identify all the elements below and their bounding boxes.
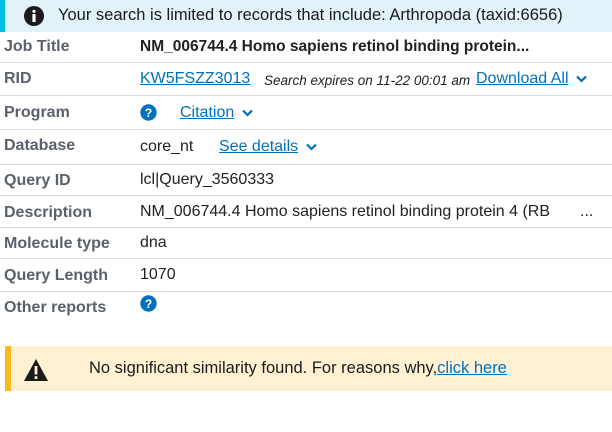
- svg-text:?: ?: [145, 297, 152, 311]
- click-here-link[interactable]: click here: [437, 359, 507, 377]
- other-reports-label: Other reports: [4, 299, 107, 316]
- description-ellipsis: ...: [580, 203, 594, 220]
- row-query-length: Query Length 1070: [0, 259, 612, 292]
- job-title-label: Job Title: [4, 38, 70, 55]
- query-length-value: 1070: [140, 266, 176, 283]
- info-icon: [23, 5, 45, 27]
- row-other-reports: Other reports ?: [0, 292, 612, 322]
- download-all-label[interactable]: Download All: [476, 70, 569, 87]
- info-banner: Your search is limited to records that i…: [0, 0, 612, 32]
- help-icon[interactable]: ?: [140, 104, 157, 121]
- molecule-type-value: dna: [140, 234, 167, 251]
- warning-text: No significant similarity found. For rea…: [89, 359, 438, 377]
- rid-link[interactable]: KW5FSZZ3013: [140, 70, 251, 87]
- row-rid: RID KW5FSZZ3013 Search expires on 11-22 …: [0, 63, 612, 96]
- help-icon[interactable]: ?: [140, 295, 157, 312]
- row-description: Description NM_006744.4 Homo sapiens ret…: [0, 196, 612, 228]
- see-details-label[interactable]: See details: [219, 138, 299, 155]
- program-label: Program: [4, 104, 70, 121]
- query-id-value: lcl|Query_3560333: [140, 171, 275, 188]
- query-length-label: Query Length: [4, 267, 109, 284]
- row-molecule-type: Molecule type dna: [0, 228, 612, 259]
- query-id-label: Query ID: [4, 172, 71, 189]
- warning-icon: [23, 358, 49, 382]
- description-label: Description: [4, 204, 93, 221]
- see-details-dropdown[interactable]: See details: [219, 138, 317, 156]
- citation-dropdown[interactable]: Citation: [180, 104, 253, 122]
- rid-label: RID: [4, 70, 32, 87]
- row-database: Database core_nt See details: [0, 130, 612, 165]
- search-expires-text: Search expires on 11-22 00:01 am: [264, 73, 471, 88]
- chevron-down-icon[interactable]: [241, 109, 253, 117]
- warning-text-container: No significant similarity found. For rea…: [89, 359, 507, 378]
- database-label: Database: [4, 137, 76, 154]
- svg-text:?: ?: [145, 106, 152, 120]
- description-value: NM_006744.4 Homo sapiens retinol binding…: [140, 203, 551, 220]
- warning-banner: No significant similarity found. For rea…: [5, 346, 612, 391]
- database-value: core_nt: [140, 138, 194, 155]
- banner-text: Your search is limited to records that i…: [58, 6, 563, 24]
- download-all-button[interactable]: Download All: [476, 70, 587, 88]
- row-query-id: Query ID lcl|Query_3560333: [0, 165, 612, 196]
- row-program: Program ? Citation: [0, 96, 612, 130]
- molecule-type-label: Molecule type: [4, 235, 110, 252]
- chevron-down-icon[interactable]: [576, 75, 587, 83]
- chevron-down-icon[interactable]: [305, 143, 317, 151]
- row-job-title: Job Title NM_006744.4 Homo sapiens retin…: [0, 32, 612, 63]
- job-title-value: NM_006744.4 Homo sapiens retinol binding…: [140, 38, 530, 55]
- citation-label[interactable]: Citation: [180, 104, 235, 121]
